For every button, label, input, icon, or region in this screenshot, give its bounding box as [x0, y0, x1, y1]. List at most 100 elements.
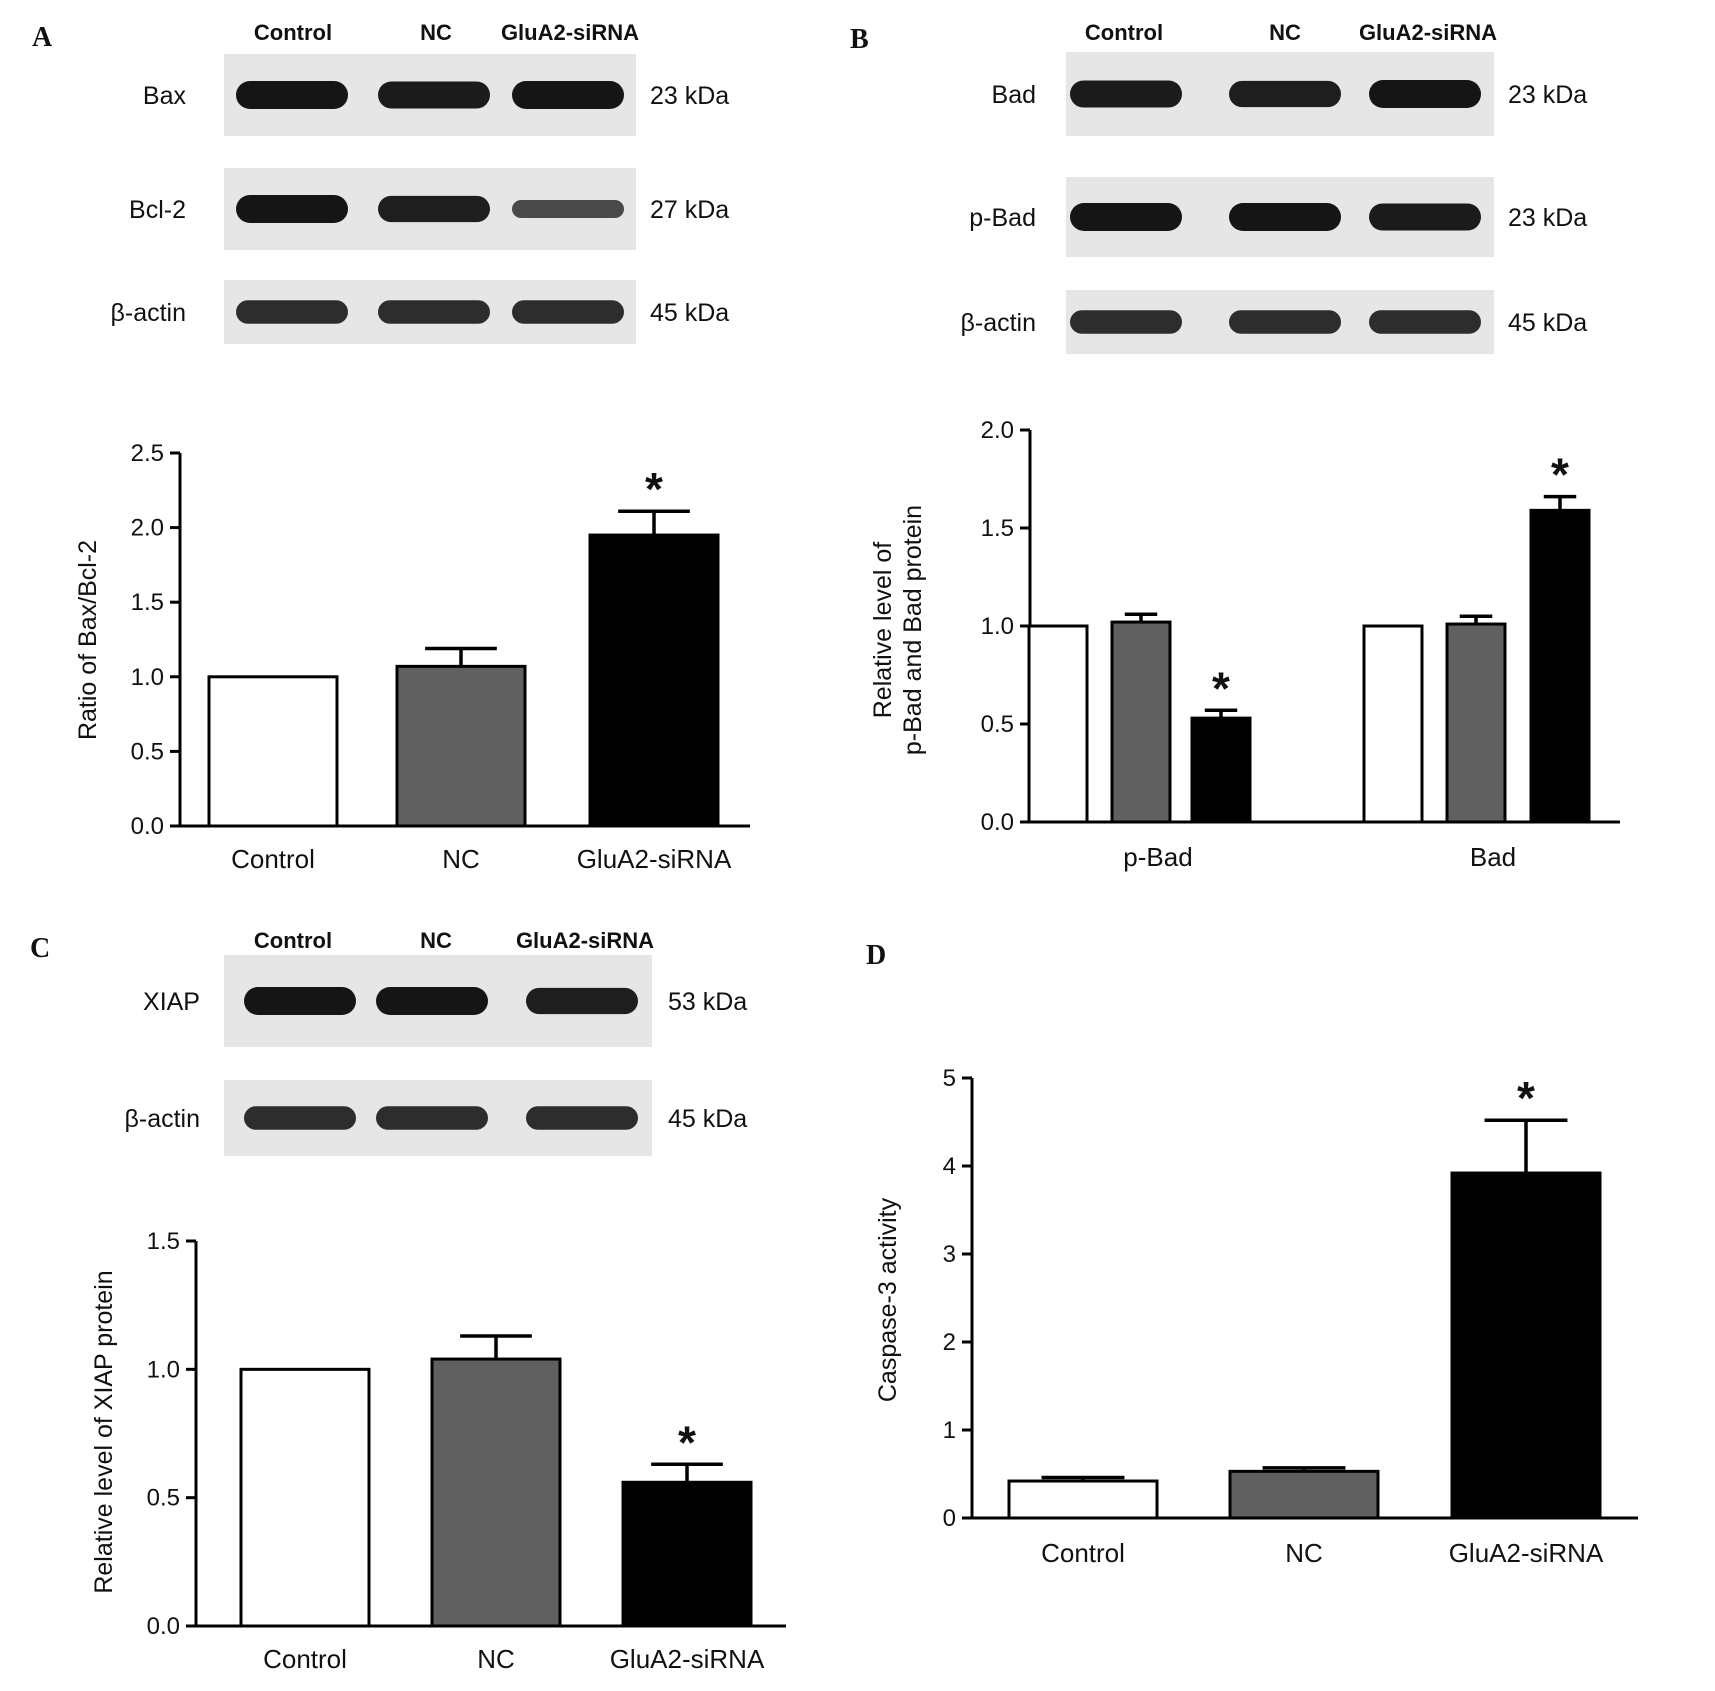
- blot-band: [378, 195, 490, 223]
- panel-a-letter: A: [32, 22, 53, 53]
- blot-lane-label: GluA2-siRNA: [516, 928, 654, 953]
- y-tick-label: 0: [943, 1505, 956, 1532]
- significance-marker: *: [645, 463, 663, 515]
- y-tick-label: 2.0: [131, 515, 164, 542]
- blot-band: [1070, 310, 1182, 334]
- bar: [1110, 620, 1172, 824]
- blot-band: [236, 195, 348, 223]
- significance-marker: *: [1212, 662, 1230, 714]
- x-category-label: Control: [1041, 1538, 1125, 1568]
- blot-band: [236, 300, 348, 324]
- y-axis-label: Ratio of Bax/Bcl-2: [74, 540, 102, 740]
- bar: [395, 664, 527, 828]
- bar: [1027, 624, 1089, 824]
- blot-band: [1070, 80, 1182, 108]
- blot-band: [526, 987, 638, 1015]
- bar: [1450, 1171, 1602, 1520]
- western-blots: Control NC GluA2-siRNA Bax 23 kDa Bcl-2 27 kDa…: [110, 20, 1587, 1156]
- blot-band: [378, 300, 490, 324]
- blot-band: [512, 199, 624, 219]
- blot-band: [378, 81, 490, 109]
- blot-band: [244, 987, 356, 1015]
- blot-band: [1369, 80, 1481, 108]
- blot-band: [1229, 310, 1341, 334]
- bar: [239, 1367, 371, 1628]
- bar: [430, 1357, 562, 1628]
- panel-c-letter: C: [30, 933, 50, 964]
- blot-band: [376, 987, 488, 1015]
- blot-protein-label: p-Bad: [969, 204, 1036, 232]
- blot-kda-label: 53 kDa: [668, 988, 747, 1016]
- bar: [1007, 1479, 1159, 1520]
- blot-protein-label: Bad: [992, 81, 1036, 109]
- blot-lane-label: Control: [254, 20, 332, 45]
- blot-kda-label: 45 kDa: [1508, 309, 1587, 337]
- blot-protein-label: Bax: [143, 82, 187, 110]
- blot-lane-label: GluA2-siRNA: [1359, 20, 1497, 45]
- blot-kda-label: 23 kDa: [1508, 81, 1587, 109]
- chart-panel-c: 0.0 0.5 1.0 1.5 Relative level of XIAP prote…: [90, 1228, 786, 1674]
- blot-lane-label: GluA2-siRNA: [501, 20, 639, 45]
- x-category-label: Bad: [1470, 842, 1516, 872]
- blot-band: [526, 1106, 638, 1130]
- panel-d-letter: D: [866, 940, 886, 971]
- chart-panel-a: 0.0 0.5 1.0 1.5 2.0 2.5 Ratio of Bax/Bcl-2 * Con…: [74, 440, 750, 874]
- blot-lane-label: NC: [420, 928, 452, 953]
- chart-panel-b: 0.0 0.5 1.0 1.5 2.0 Relative level of p-Bad an…: [869, 417, 1620, 872]
- blot-lane-label: NC: [1269, 20, 1301, 45]
- y-tick-label: 1.0: [131, 664, 164, 691]
- y-tick-label: 2.0: [981, 417, 1014, 444]
- blot-band: [1369, 310, 1481, 334]
- bar: [1445, 622, 1507, 824]
- blot-lane-label: NC: [420, 20, 452, 45]
- bar: [1362, 624, 1424, 824]
- chart-panel-d: 0 1 2 3 4 5 Caspase-3 activity * Control NC GluA2-…: [874, 1065, 1638, 1568]
- blot-band: [376, 1106, 488, 1130]
- x-category-label: NC: [477, 1644, 515, 1674]
- y-tick-label: 0.5: [981, 711, 1014, 738]
- x-category-label: Control: [231, 844, 315, 874]
- bar: [207, 675, 339, 828]
- blot-band: [512, 81, 624, 109]
- bar: [1228, 1469, 1380, 1520]
- y-tick-label: 1.5: [147, 1228, 180, 1255]
- x-category-label: GluA2-siRNA: [577, 844, 732, 874]
- y-tick-label: 0.0: [147, 1613, 180, 1640]
- y-tick-label: 2: [943, 1329, 956, 1356]
- blot-protein-label: β-actin: [960, 309, 1036, 337]
- x-category-label: Control: [263, 1644, 347, 1674]
- significance-marker: *: [1517, 1072, 1535, 1124]
- y-axis-label: p-Bad and Bad protein: [899, 505, 927, 755]
- x-category-label: NC: [1285, 1538, 1323, 1568]
- blot-kda-label: 23 kDa: [1508, 204, 1587, 232]
- x-category-label: p-Bad: [1123, 842, 1192, 872]
- y-tick-label: 1.5: [131, 589, 164, 616]
- y-tick-label: 1: [943, 1417, 956, 1444]
- y-axis-label: Relative level of XIAP protein: [90, 1270, 118, 1593]
- blot-band: [512, 300, 624, 324]
- blot-kda-label: 45 kDa: [650, 299, 729, 327]
- y-tick-label: 0.0: [131, 813, 164, 840]
- y-tick-label: 4: [943, 1153, 956, 1180]
- bar: [588, 533, 720, 828]
- y-axis-label: Caspase-3 activity: [874, 1197, 902, 1402]
- blot-protein-label: XIAP: [143, 988, 200, 1016]
- blot-panel-c: Control NC GluA2-siRNA XIAP 53 kDa β-actin 45 …: [124, 928, 747, 1156]
- bar: [1529, 508, 1591, 824]
- x-category-label: GluA2-siRNA: [610, 1644, 765, 1674]
- y-tick-label: 2.5: [131, 440, 164, 467]
- bar-charts: 0.0 0.5 1.0 1.5 2.0 2.5 Ratio of Bax/Bcl-2 * Con…: [74, 417, 1638, 1674]
- blot-protein-label: β-actin: [124, 1105, 200, 1133]
- bar: [1190, 716, 1252, 824]
- blot-band: [1369, 203, 1481, 231]
- blot-panel-b: Control NC GluA2-siRNA Bad 23 kDa p-Bad 23 kDa…: [960, 20, 1587, 354]
- significance-marker: *: [678, 1416, 696, 1468]
- blot-kda-label: 23 kDa: [650, 82, 729, 110]
- y-tick-label: 5: [943, 1065, 956, 1092]
- blot-band: [1229, 203, 1341, 231]
- y-tick-label: 0.5: [131, 738, 164, 765]
- significance-marker: *: [1551, 449, 1569, 501]
- blot-lane-label: Control: [1085, 20, 1163, 45]
- bar: [621, 1480, 753, 1628]
